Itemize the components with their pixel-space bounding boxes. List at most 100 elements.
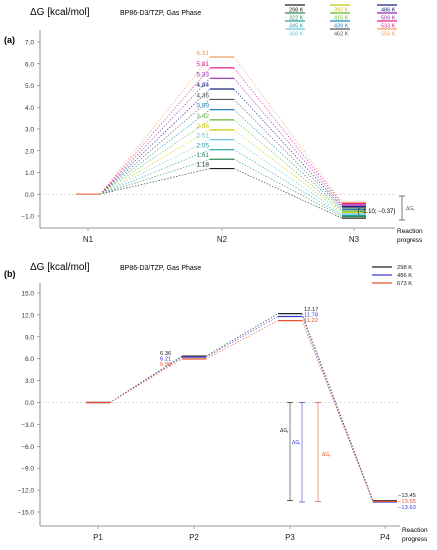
panel-a-y-tick-label: 4.0 (25, 105, 34, 112)
panel-a-delta-sub: r (413, 207, 415, 212)
panel-a-n2-label: 2.96 (196, 123, 209, 130)
panel-b-delta-sub: r (299, 441, 301, 446)
panel-b-p4-label: −13.63 (398, 505, 416, 511)
panel-b-x-tick-label: P2 (189, 533, 199, 542)
panel-b-y-tick-label: −9.0 (21, 466, 34, 473)
panel-b-legend-item: 298 K (372, 265, 412, 271)
panel-a-y-tick-label: −1.0 (21, 214, 34, 221)
panel-a-legend-label: 462 K (334, 32, 349, 38)
panel-a-legend-label: 298 K (289, 8, 304, 14)
panel-a-ylabel: ΔG [kcal/mol] (30, 7, 90, 18)
panel-a-series-533k (76, 67, 366, 205)
panel-b-delta-label: ΔGr (280, 428, 289, 434)
panel-a-subtitle: BP86-D3/TZP, Gas Phase (120, 10, 201, 17)
panel-a-series-509k (76, 77, 366, 206)
panel-a-y-tick-label: 1.0 (25, 170, 34, 177)
panel-a-connector (233, 119, 343, 212)
panel-a-range-label: [−1.10; −0.37] (358, 209, 395, 215)
panel-b-y-tick-label: 12.0 (21, 312, 34, 319)
panel-a-legend-label: 322 K (289, 16, 304, 22)
panel-b-x-tick-label: P4 (380, 533, 390, 542)
panel-a-connector (99, 67, 211, 195)
panel-b-legend: 298 K 486 K 673 K (372, 265, 412, 287)
panel-a-connector (99, 56, 211, 195)
panel-a-connector (233, 88, 343, 207)
panel-b-series-673k (86, 319, 397, 503)
panel-a-legend-item: 509 K (377, 12, 397, 22)
panel-a-n2-label: 3.42 (196, 113, 209, 120)
panel-a-n2-label: 1.61 (196, 152, 209, 159)
panel-b-p4-label: −13.45 (398, 493, 416, 499)
panel-b-delta-bar-673k: ΔGr (315, 402, 331, 502)
panel-b-series-298k (86, 313, 397, 502)
panel-a-n2-label: 4.36 (196, 92, 209, 99)
panel-b-x-tick-label: P1 (93, 533, 103, 542)
panel-b-delta-bar-486k: ΔGr (292, 402, 305, 503)
panel-a-legend-label: 533 K (381, 24, 396, 30)
panel-b-y-tick-label: −12.0 (18, 488, 35, 495)
panel-a-connector (233, 139, 343, 215)
panel-a-axes: 7.0 6.0 5.0 4.0 3.0 2.0 1.0 0.0 −1.0 N1 N2 N3 (21, 30, 395, 244)
panel-b-p2-label: 6.21 (160, 357, 171, 363)
panel-a-legend-label: 556 K (381, 32, 396, 38)
panel-b-delta-label: ΔGr (292, 440, 301, 446)
panel-b-connector (301, 320, 374, 502)
panel-b-p4-label: −13.55 (398, 499, 416, 505)
panel-a-series (76, 56, 366, 219)
panel-b-xlabel-line2: progress (402, 536, 428, 543)
panel-b-y-tick-label: −3.0 (21, 422, 34, 429)
panel-b-xlabel-line1: Reaction (402, 527, 428, 534)
panel-a-connector (233, 78, 343, 206)
panel-a-legend-item: 486 K (377, 4, 397, 14)
panel-a-x-tick-label: N2 (217, 235, 228, 244)
panel-a-connector (99, 78, 211, 195)
panel-a-xlabel-line2: progress (397, 237, 423, 244)
panel-a-legend-item: 533 K (377, 20, 397, 30)
panel-a-legend-item: 556 K (377, 28, 397, 38)
panel-a-connector (99, 109, 211, 195)
panel-b-legend-label: 673 K (397, 281, 412, 287)
panel-a-connector (99, 168, 211, 195)
panel-b-connector (205, 320, 279, 360)
panel-a-series-486k (76, 88, 366, 208)
panel-a-n2-label: 2.51 (196, 133, 209, 140)
panel-a-connector (233, 129, 343, 213)
panel-a-y-tick-label: 3.0 (25, 127, 34, 134)
panel-b-y-tick-label: 9.0 (25, 334, 34, 341)
panel-a-n2-label: 1.18 (196, 162, 209, 169)
panel-a-connector (99, 99, 211, 195)
panel-a-y-tick-label: 0.0 (25, 192, 34, 199)
panel-a-legend-label: 509 K (381, 16, 396, 22)
panel-a-connector (99, 119, 211, 195)
panel-a-n2-label: 2.05 (196, 143, 209, 150)
panel-b-delta-sub: r (287, 429, 289, 434)
panel-b-p3-label: 11.78 (304, 313, 318, 319)
panel-b: (b) ΔG [kcal/mol] BP86-D3/TZP, Gas Phase… (4, 262, 428, 543)
panel-a-connector (233, 109, 343, 210)
panel-a-connector (233, 67, 343, 204)
panel-b-x-tick-label: P3 (285, 533, 295, 542)
panel-b-delta-label: ΔGr (322, 452, 331, 458)
panel-b-axes: 15.0 12.0 9.0 6.0 3.0 0.0 −3.0 −6.0 −9.0 −12.0 −15… (18, 283, 400, 542)
panel-a-value-labels: 6.31 5.81 5.33 4.84 4.36 3.89 3.42 2.96 2.51 2.05… (196, 50, 209, 169)
panel-a-connector (99, 149, 211, 195)
panel-a-x-tick-label: N1 (83, 235, 94, 244)
panel-a-legend-item: 415 K (330, 12, 350, 22)
panel-b-legend-item: 486 K (372, 273, 412, 279)
panel-b-connector (205, 316, 279, 358)
panel-a-connector (233, 158, 343, 217)
panel-a-legend-item: 392 K (330, 4, 350, 14)
panel-b-connector (301, 316, 374, 503)
panel-a-connector (99, 129, 211, 195)
panel-a-connector (233, 99, 343, 209)
panel-b-connector (109, 358, 183, 403)
panel-a-series-322k (76, 158, 366, 218)
panel-b-y-tick-label: 6.0 (25, 356, 34, 363)
panel-a-legend-item: 298 K (285, 4, 305, 14)
panel-a-legend-item: 322 K (285, 12, 305, 22)
panel-a-delta-label: ΔG (406, 206, 413, 212)
panel-a-legend-item: 462 K (330, 28, 350, 38)
